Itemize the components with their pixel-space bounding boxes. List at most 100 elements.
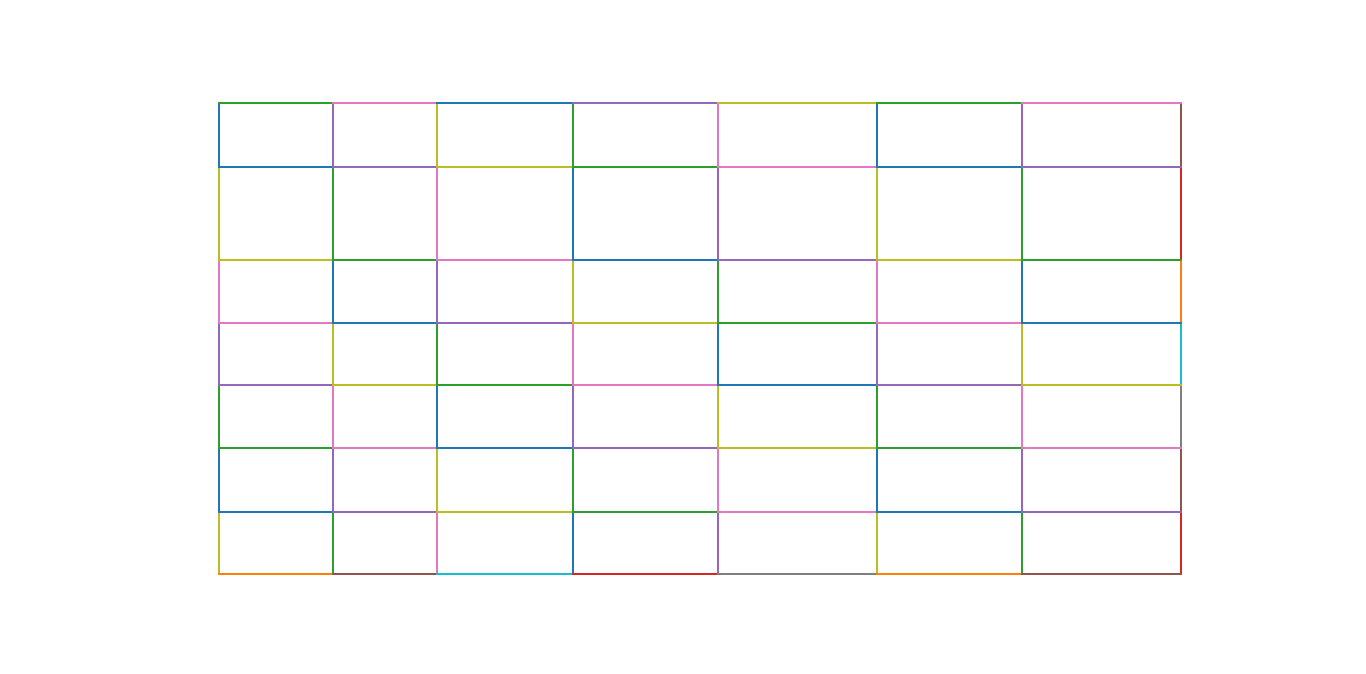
grid-line-h4-col3 — [572, 384, 719, 386]
grid-line-v3-row6 — [572, 511, 574, 575]
grid-line-v6-row4 — [1021, 384, 1023, 449]
grid-line-h2-col1 — [332, 259, 438, 261]
grid-line-h3-col0 — [218, 322, 334, 324]
grid-line-v5-row2 — [876, 259, 878, 324]
grid-line-h5-col3 — [572, 447, 719, 449]
grid-line-v2-row3 — [436, 322, 438, 386]
grid-line-v1-row6 — [332, 511, 334, 575]
grid-line-v5-row0 — [876, 102, 878, 168]
grid-line-h3-col2 — [436, 322, 574, 324]
grid-line-v1-row1 — [332, 166, 334, 261]
grid-line-h2-col6 — [1021, 259, 1182, 261]
grid-line-v5-row1 — [876, 166, 878, 261]
grid-line-h1-col5 — [876, 166, 1023, 168]
grid-line-h2-col0 — [218, 259, 334, 261]
grid-line-h0-col5 — [876, 102, 1023, 104]
grid-line-h5-col6 — [1021, 447, 1182, 449]
grid-line-v0-row3 — [218, 322, 220, 386]
grid-line-v2-row5 — [436, 447, 438, 513]
grid-line-h1-col6 — [1021, 166, 1182, 168]
grid-line-h1-col1 — [332, 166, 438, 168]
grid-line-h3-col5 — [876, 322, 1023, 324]
grid-line-h6-col2 — [436, 511, 574, 513]
grid-line-v0-row0 — [218, 102, 220, 168]
grid-line-h6-col1 — [332, 511, 438, 513]
grid-line-v6-row0 — [1021, 102, 1023, 168]
grid-line-h7-col1 — [332, 573, 438, 575]
grid-line-v0-row4 — [218, 384, 220, 449]
grid-line-v1-row0 — [332, 102, 334, 168]
grid-line-v5-row5 — [876, 447, 878, 513]
grid-line-h1-col4 — [717, 166, 878, 168]
grid-line-v7-row5 — [1180, 447, 1182, 513]
grid-line-h2-col4 — [717, 259, 878, 261]
grid-line-h6-col6 — [1021, 511, 1182, 513]
grid-line-v0-row1 — [218, 166, 220, 261]
grid-line-v4-row3 — [717, 322, 719, 386]
grid-line-v4-row0 — [717, 102, 719, 168]
grid-line-v4-row1 — [717, 166, 719, 261]
grid-line-h7-col3 — [572, 573, 719, 575]
grid-line-v6-row6 — [1021, 511, 1023, 575]
grid-line-h7-col6 — [1021, 573, 1182, 575]
grid-line-v6-row1 — [1021, 166, 1023, 261]
grid-line-h0-col0 — [218, 102, 334, 104]
grid-line-v6-row3 — [1021, 322, 1023, 386]
grid-line-v7-row4 — [1180, 384, 1182, 449]
grid-line-v3-row4 — [572, 384, 574, 449]
grid-line-h4-col0 — [218, 384, 334, 386]
grid-line-h4-col1 — [332, 384, 438, 386]
grid-line-h0-col3 — [572, 102, 719, 104]
grid-line-v0-row6 — [218, 511, 220, 575]
grid-line-h6-col5 — [876, 511, 1023, 513]
grid-line-h7-col0 — [218, 573, 334, 575]
grid-line-h1-col3 — [572, 166, 719, 168]
grid-line-v7-row1 — [1180, 166, 1182, 261]
grid-line-h0-col4 — [717, 102, 878, 104]
grid-line-v3-row2 — [572, 259, 574, 324]
grid-line-h6-col3 — [572, 511, 719, 513]
grid-line-h3-col1 — [332, 322, 438, 324]
grid-line-v2-row2 — [436, 259, 438, 324]
grid-line-h7-col2 — [436, 573, 574, 575]
grid-line-h7-col5 — [876, 573, 1023, 575]
grid-line-v3-row5 — [572, 447, 574, 513]
grid-line-h3-col3 — [572, 322, 719, 324]
grid-line-h3-col4 — [717, 322, 878, 324]
grid-line-h3-col6 — [1021, 322, 1182, 324]
grid-line-v7-row2 — [1180, 259, 1182, 324]
grid-line-v2-row6 — [436, 511, 438, 575]
grid-line-v4-row6 — [717, 511, 719, 575]
grid-line-h4-col4 — [717, 384, 878, 386]
grid-line-v0-row2 — [218, 259, 220, 324]
grid-line-v5-row6 — [876, 511, 878, 575]
grid-line-v2-row1 — [436, 166, 438, 261]
grid-line-h7-col4 — [717, 573, 878, 575]
grid-line-v1-row4 — [332, 384, 334, 449]
grid-line-v3-row0 — [572, 102, 574, 168]
grid-line-h0-col1 — [332, 102, 438, 104]
grid-line-h6-col4 — [717, 511, 878, 513]
grid-line-v7-row3 — [1180, 322, 1182, 386]
grid-line-h2-col2 — [436, 259, 574, 261]
grid-line-v3-row1 — [572, 166, 574, 261]
grid-line-v5-row3 — [876, 322, 878, 386]
grid-line-v6-row2 — [1021, 259, 1023, 324]
grid-line-h1-col0 — [218, 166, 334, 168]
grid-line-v1-row2 — [332, 259, 334, 324]
grid-line-h5-col5 — [876, 447, 1023, 449]
grid-line-v2-row4 — [436, 384, 438, 449]
grid-line-v4-row4 — [717, 384, 719, 449]
grid-line-h0-col6 — [1021, 102, 1182, 104]
grid-line-h5-col2 — [436, 447, 574, 449]
grid-line-v0-row5 — [218, 447, 220, 513]
grid-line-h6-col0 — [218, 511, 334, 513]
grid-line-h5-col0 — [218, 447, 334, 449]
grid-line-v1-row5 — [332, 447, 334, 513]
grid-line-h4-col2 — [436, 384, 574, 386]
grid-line-h4-col6 — [1021, 384, 1182, 386]
grid-line-h4-col5 — [876, 384, 1023, 386]
grid-line-v7-row0 — [1180, 102, 1182, 168]
